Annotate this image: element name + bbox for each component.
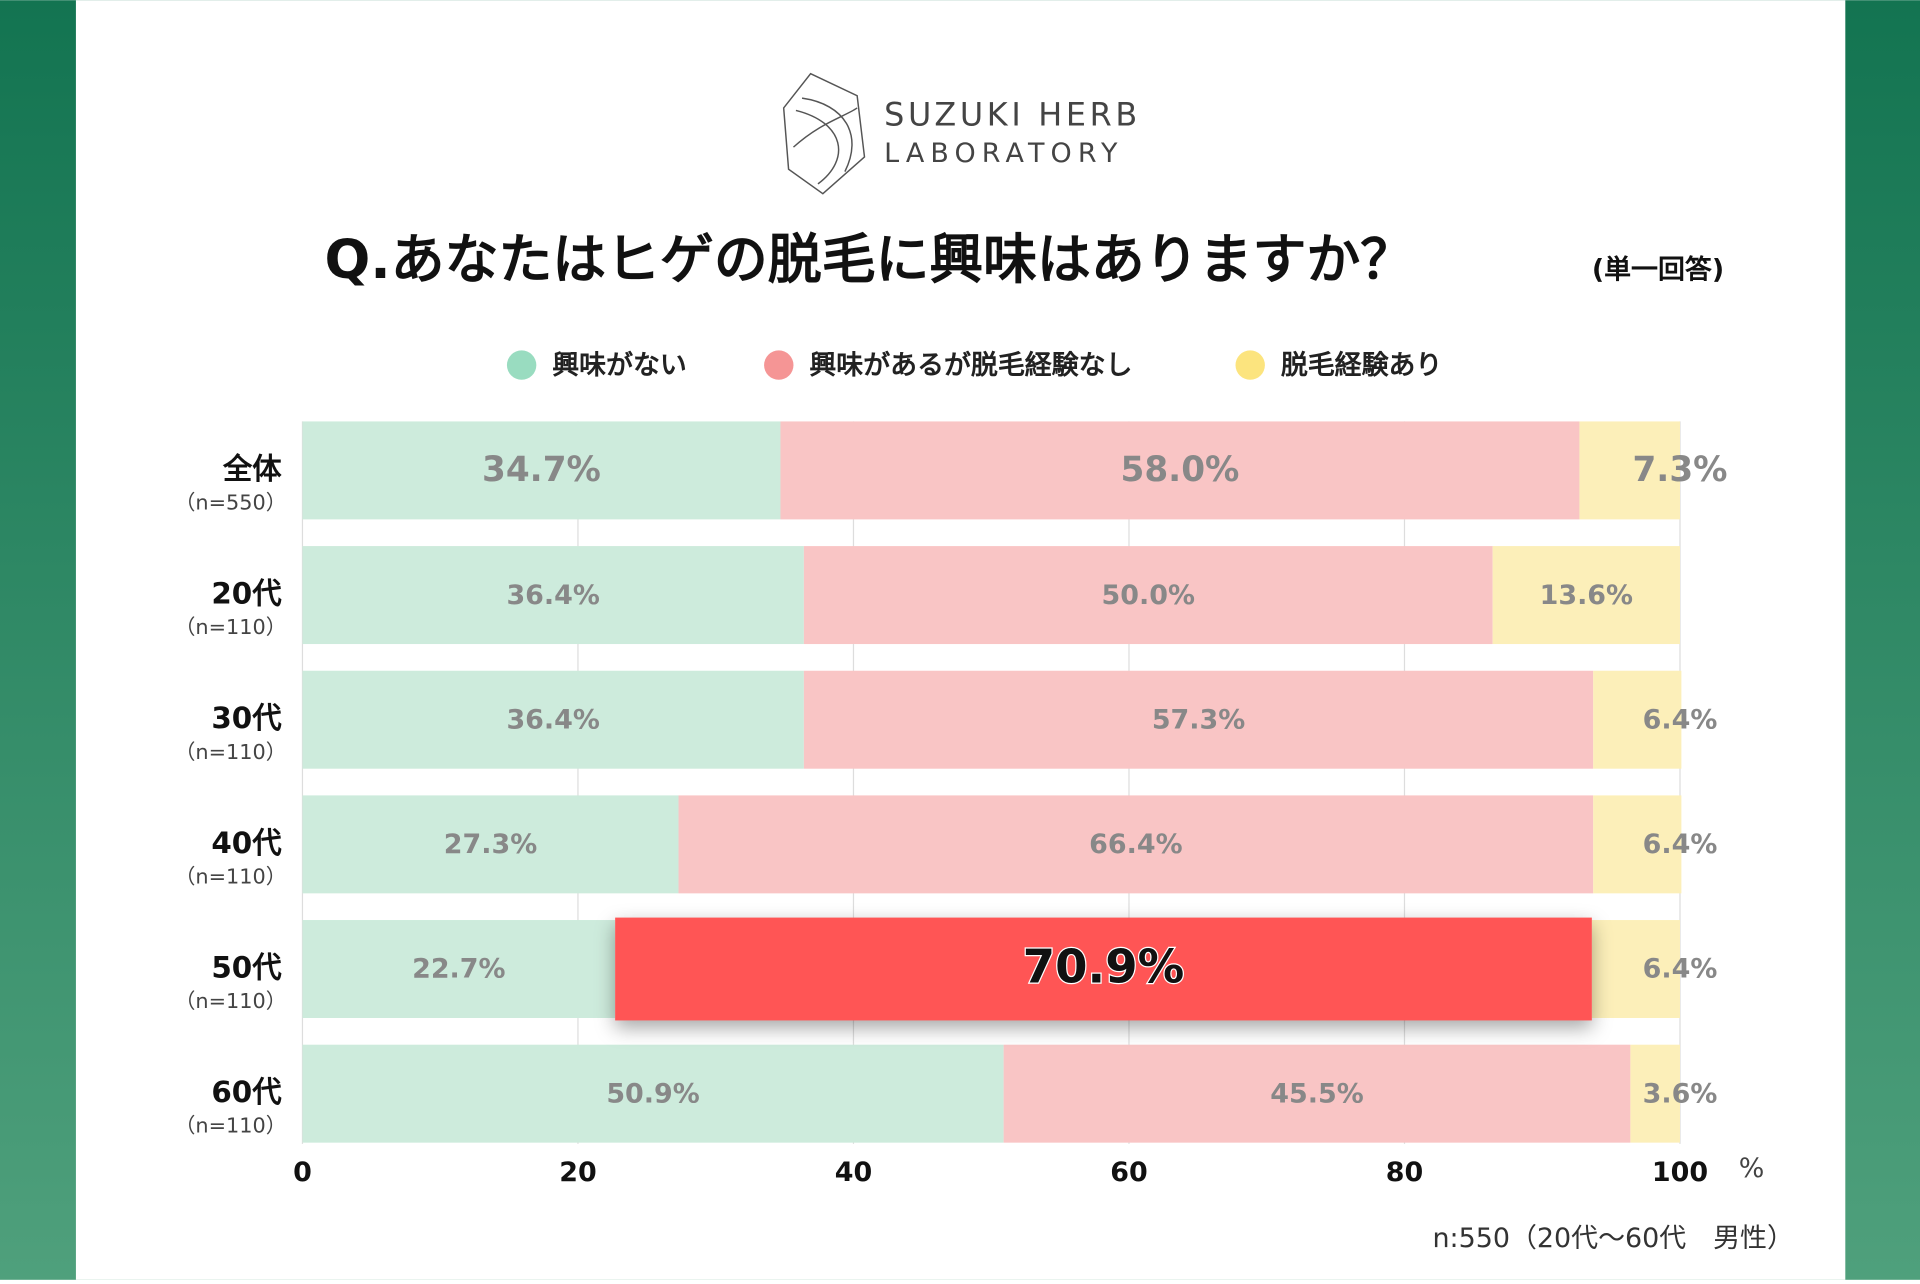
value-label: 6.4% (1643, 954, 1718, 985)
logo-text: SUZUKI HERB (884, 96, 1141, 134)
bar-segment (615, 917, 1592, 1021)
bar-segment (302, 1044, 1004, 1143)
legend-label: 脱毛経験あり (1281, 349, 1443, 381)
bar-segment (302, 421, 781, 520)
bar-segment (803, 670, 1594, 769)
bar-segment (302, 795, 679, 894)
y-tick-label: 30代 (211, 701, 282, 735)
value-label: 13.6% (1540, 580, 1633, 611)
y-tick-label: 60代 (211, 1075, 282, 1109)
sample-size: （n=110） (175, 615, 287, 639)
x-tick-label: 100 (1652, 1157, 1708, 1188)
chart-title: Q.あなたはヒゲの脱毛に興味はありますか？ (324, 228, 1414, 291)
bar-segment (1593, 670, 1682, 769)
x-tick-label: 20 (559, 1157, 596, 1188)
y-tick-label: 全体 (222, 452, 282, 486)
x-tick-label: 40 (835, 1157, 872, 1188)
value-label: 36.4% (506, 580, 599, 611)
bar-segment (1630, 1044, 1680, 1143)
value-label: 3.6% (1643, 1078, 1718, 1109)
value-label: 50.9% (606, 1078, 699, 1109)
value-label: 27.3% (444, 829, 537, 860)
x-tick-label: 80 (1386, 1157, 1423, 1188)
value-label: 57.3% (1152, 704, 1245, 735)
bar-segment (1591, 920, 1680, 1018)
value-label: 36.4% (506, 704, 599, 735)
sample-size: （n=110） (175, 1114, 287, 1138)
x-unit: % (1739, 1153, 1765, 1184)
legend-label: 興味があるが脱毛経験なし (809, 349, 1132, 381)
sample-size: （n=110） (175, 989, 287, 1013)
value-label: 34.7% (482, 450, 601, 490)
x-tick-label: 60 (1110, 1157, 1147, 1188)
value-label: 66.4% (1089, 829, 1182, 860)
value-label: 70.9% (1023, 940, 1184, 994)
value-label: 50.0% (1102, 580, 1195, 611)
logo-mark (782, 72, 866, 195)
sample-size: （n=550） (175, 490, 287, 514)
value-label: 22.7% (412, 954, 505, 985)
y-tick-label: 40代 (211, 826, 282, 860)
bar-segment (302, 670, 804, 769)
x-tick-label: 0 (293, 1157, 312, 1188)
bar-segment (1579, 421, 1680, 520)
value-label: 6.4% (1643, 829, 1718, 860)
legend-marker (764, 350, 794, 380)
bar-segment (780, 421, 1580, 520)
legend-label: 興味がない (552, 349, 687, 381)
sample-size: （n=110） (175, 864, 287, 888)
value-label: 7.3% (1632, 450, 1727, 490)
bar-segment (803, 546, 1493, 645)
bar-segment (678, 795, 1594, 894)
bar-segment (302, 546, 804, 645)
value-label: 45.5% (1270, 1078, 1363, 1109)
legend-marker (506, 350, 537, 380)
y-tick-label: 50代 (211, 951, 282, 985)
y-tick-label: 20代 (211, 577, 282, 611)
value-label: 6.4% (1643, 704, 1718, 735)
bar-segment (302, 920, 616, 1018)
bar-segment (1003, 1044, 1631, 1143)
value-label: 58.0% (1121, 450, 1240, 490)
bar-segment (1593, 795, 1682, 894)
legend-marker (1235, 350, 1265, 380)
bar-segment (1492, 546, 1680, 645)
note: n:550（20代〜60代 男性） (1432, 1223, 1793, 1254)
sample-size: （n=110） (175, 740, 287, 764)
chart-subtitle: (単一回答) (1592, 253, 1724, 285)
logo-text: LABORATORY (884, 138, 1123, 169)
